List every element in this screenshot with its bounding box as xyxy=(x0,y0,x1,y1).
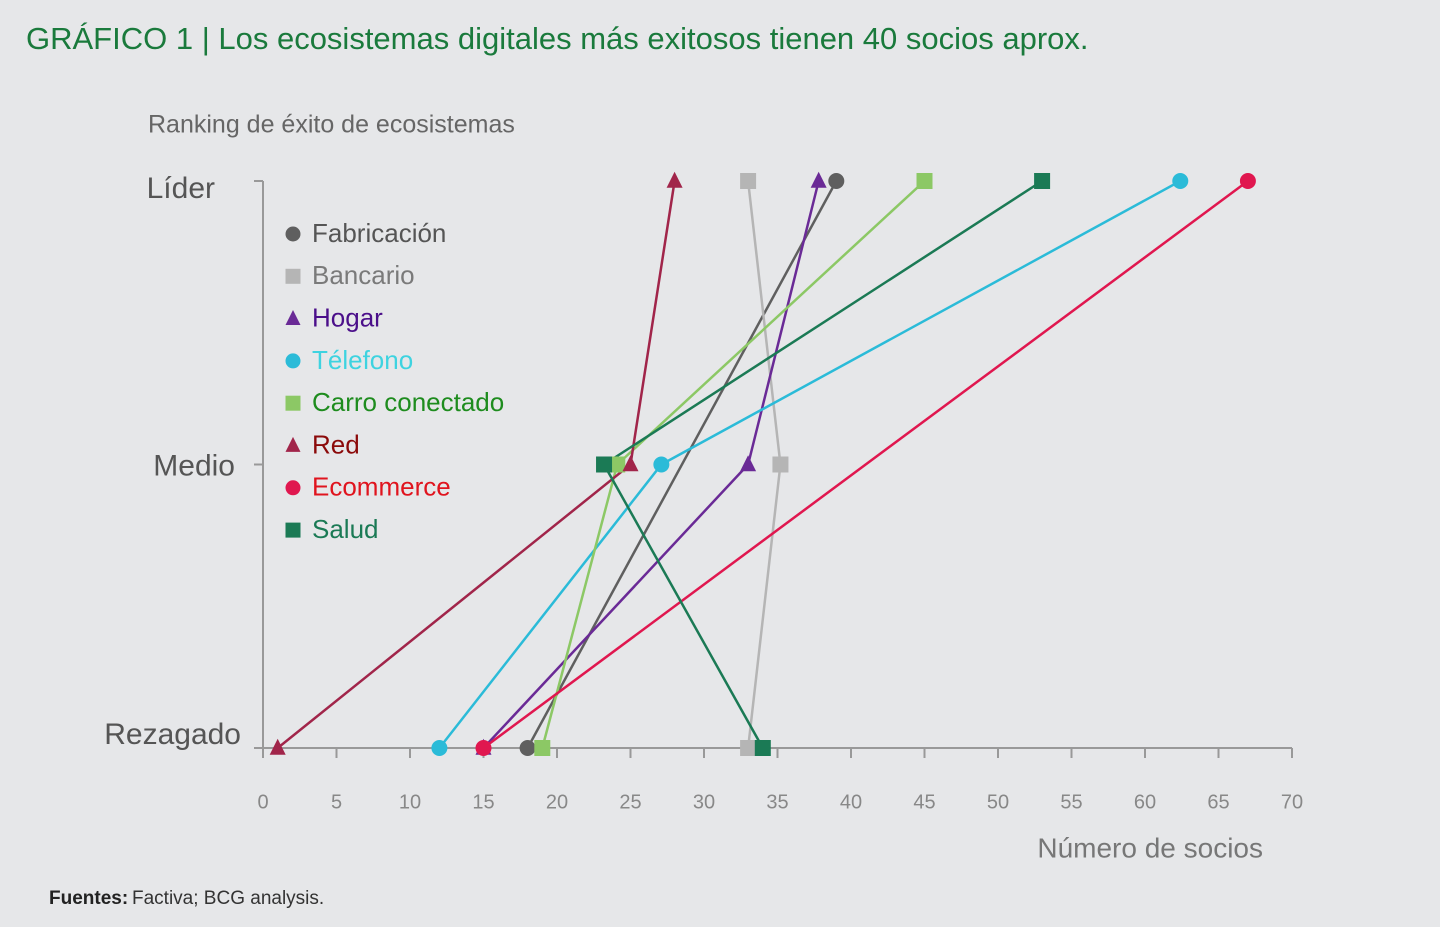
x-tick-label: 30 xyxy=(693,791,715,813)
data-point xyxy=(534,740,551,756)
x-tick-label: 0 xyxy=(257,791,268,813)
data-point xyxy=(1239,173,1256,189)
data-point xyxy=(519,740,536,756)
x-tick-label: 60 xyxy=(1134,791,1156,813)
data-point xyxy=(810,171,827,188)
data-point xyxy=(740,173,757,189)
legend-label: Carro conectado xyxy=(312,387,504,417)
x-tick-label: 20 xyxy=(546,791,568,813)
series-line xyxy=(526,180,838,749)
x-tick-label: 50 xyxy=(987,791,1009,813)
data-point xyxy=(596,456,613,473)
x-tick-label: 10 xyxy=(399,791,421,813)
legend-marker xyxy=(285,436,301,452)
legend-marker xyxy=(285,395,301,411)
legend-marker xyxy=(285,226,301,242)
x-tick-label: 5 xyxy=(331,791,342,813)
y-axis-title: Ranking de éxito de ecosistemas xyxy=(148,111,515,139)
data-point xyxy=(609,456,626,473)
chart-title: GRÁFICO 1 | Los ecosistemas digitales má… xyxy=(26,21,1089,56)
data-point xyxy=(431,740,448,756)
data-point xyxy=(828,173,845,189)
data-point xyxy=(1034,173,1051,189)
data-point xyxy=(1172,173,1189,189)
source: Factiva; BCG analysis. xyxy=(132,888,324,909)
data-point xyxy=(740,455,757,472)
legend-marker xyxy=(285,522,301,538)
x-tick-label: 35 xyxy=(766,791,788,813)
data-point xyxy=(622,455,639,472)
legend-label: Red xyxy=(312,429,360,459)
legend-label: Fabricación xyxy=(312,218,446,248)
x-tick-label: 15 xyxy=(472,791,494,813)
x-tick-label: 55 xyxy=(1060,791,1082,813)
y-tick-label: Rezagado xyxy=(104,718,241,751)
x-tick-label: 25 xyxy=(619,791,641,813)
data-point xyxy=(772,456,789,473)
y-tick-label: Líder xyxy=(147,172,215,205)
data-point xyxy=(916,173,933,189)
legend-label: Bancario xyxy=(312,260,415,290)
legend-marker xyxy=(285,353,301,369)
legend-marker xyxy=(285,309,301,325)
x-tick-label: 45 xyxy=(913,791,935,813)
legend-label: Télefono xyxy=(312,345,413,375)
data-point xyxy=(740,740,757,756)
series-line xyxy=(482,179,1249,750)
x-axis-title: Número de socios xyxy=(1037,832,1263,863)
data-point xyxy=(666,171,683,188)
legend-label: Salud xyxy=(312,514,379,544)
x-tick-label: 40 xyxy=(840,791,862,813)
legend-label: Ecommerce xyxy=(312,472,451,502)
legend-label: Hogar xyxy=(312,302,383,332)
y-tick-label: Medio xyxy=(153,449,235,482)
legend-marker xyxy=(285,480,301,496)
legend-marker xyxy=(285,268,301,284)
data-point xyxy=(475,740,492,756)
data-point xyxy=(754,740,771,756)
data-point xyxy=(653,456,670,473)
data-point xyxy=(269,738,286,755)
x-tick-label: 65 xyxy=(1207,791,1229,813)
source-label: Fuentes: xyxy=(49,888,128,909)
x-tick-label: 70 xyxy=(1281,791,1303,813)
